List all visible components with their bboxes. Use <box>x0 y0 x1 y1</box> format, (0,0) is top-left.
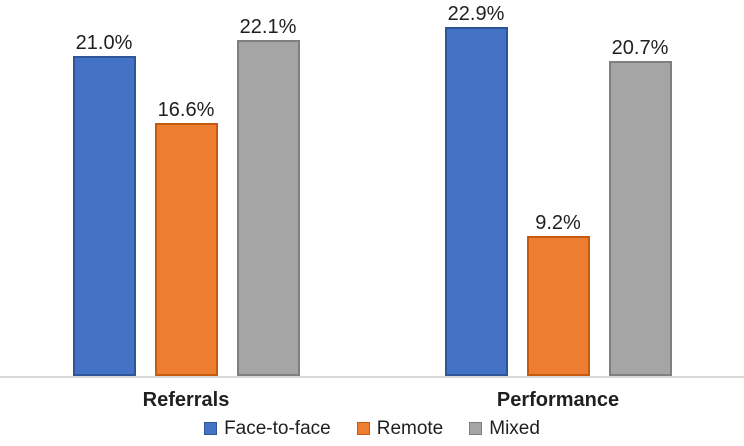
legend-item-face-to-face: Face-to-face <box>204 419 331 438</box>
bar-mixed-performance: 20.7% <box>608 38 672 376</box>
bar-remote-referrals: 16.6% <box>154 100 218 376</box>
category-label-performance: Performance <box>496 389 620 411</box>
bar-group-referrals: 21.0% 16.6% 22.1% <box>0 0 372 376</box>
data-label-remote-referrals: 16.6% <box>157 99 215 122</box>
plot-area: 21.0% 16.6% 22.1% 22.9% 9.2% 20.7% <box>0 0 744 378</box>
legend-swatch-face-to-face-icon <box>204 422 218 435</box>
bar-face-to-face-performance: 22.9% <box>444 4 508 376</box>
legend-label: Remote <box>376 418 444 439</box>
data-label-face-to-face-performance: 22.9% <box>447 3 505 26</box>
legend-item-mixed: Mixed <box>469 419 540 438</box>
data-label-mixed-referrals: 22.1% <box>239 15 297 38</box>
legend-label: Face-to-face <box>224 418 331 439</box>
data-label-face-to-face-referrals: 21.0% <box>75 32 133 55</box>
bar-mixed-referrals: 22.1% <box>236 17 300 376</box>
chart-legend: Face-to-face Remote Mixed <box>0 419 744 438</box>
legend-swatch-remote-icon <box>356 422 370 435</box>
bar-remote-performance: 9.2% <box>526 213 590 376</box>
legend-swatch-mixed-icon <box>469 422 483 435</box>
category-label-referrals: Referrals <box>142 389 230 411</box>
bar-group-performance: 22.9% 9.2% 20.7% <box>372 0 744 376</box>
data-label-mixed-performance: 20.7% <box>611 36 669 59</box>
x-axis-category-labels: Referrals Performance <box>0 378 744 410</box>
bar-face-to-face-referrals: 21.0% <box>72 33 136 376</box>
data-label-remote-performance: 9.2% <box>535 211 581 234</box>
legend-label: Mixed <box>489 418 540 439</box>
legend-item-remote: Remote <box>356 418 444 439</box>
